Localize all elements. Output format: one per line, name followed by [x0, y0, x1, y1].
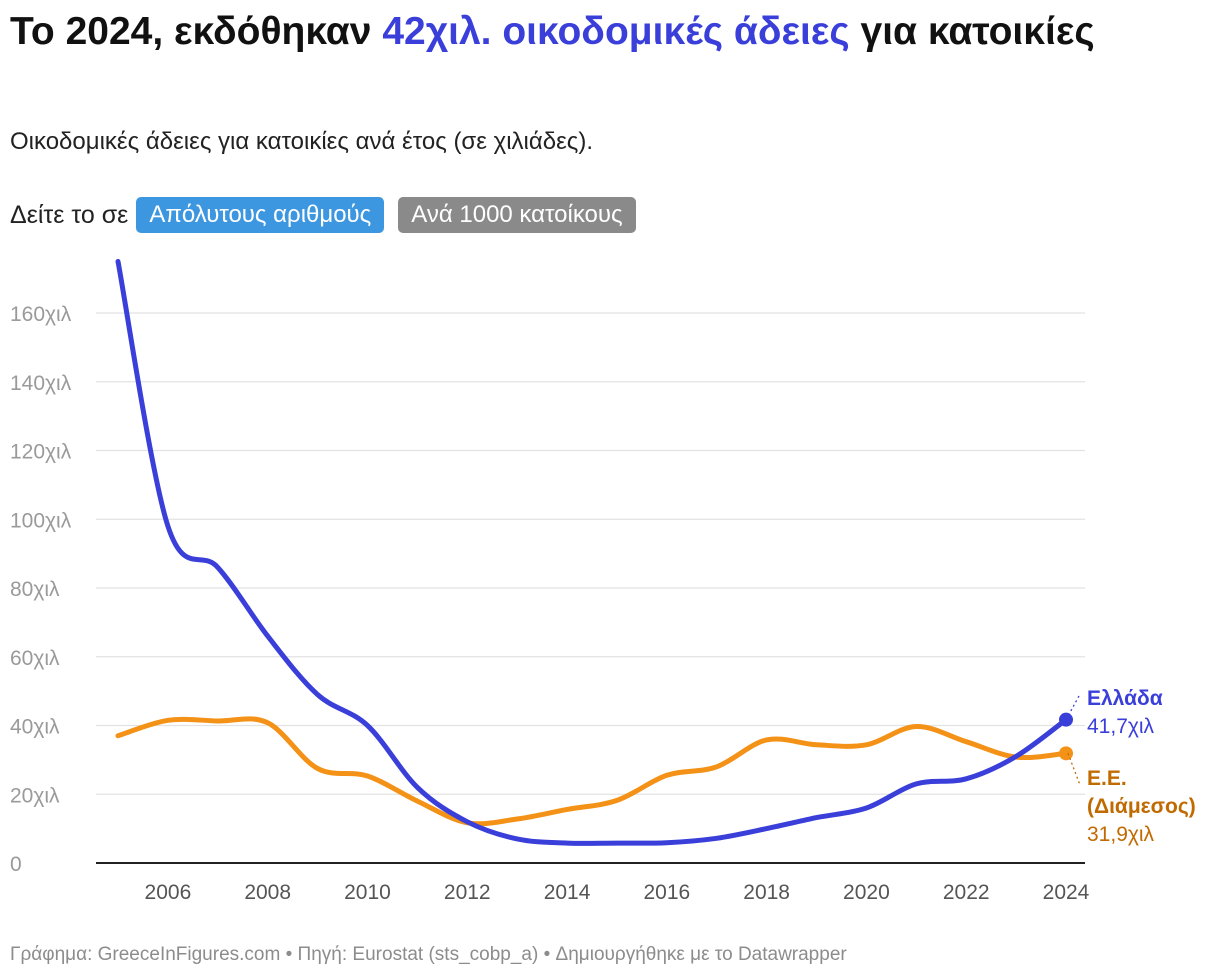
x-tick-label: 2014 [544, 881, 591, 904]
view-toggle: Δείτε το σε Απόλυτους αριθμούς Ανά 1000 … [10, 196, 650, 234]
y-tick-label: 120χιλ [10, 441, 72, 464]
x-tick-label: 2016 [643, 881, 690, 904]
gridlines [96, 312, 1085, 864]
y-tick-label: 140χιλ [10, 372, 72, 395]
end-point-eu-median [1059, 746, 1073, 761]
x-tick-label: 2006 [145, 881, 192, 904]
eu-label-name-line2: (Διάμεσος) [1087, 795, 1196, 818]
series-lines [115, 258, 1073, 846]
y-tick-label: 0 [10, 853, 22, 876]
end-labels: Ελλάδα 41,7χιλ Ε.Ε. (Διάμεσος) 31,9χιλ [1065, 687, 1196, 846]
x-tick-label: 2010 [344, 881, 391, 904]
absolute-numbers-button[interactable]: Απόλυτους αριθμούς [136, 197, 385, 233]
title-suffix: για κατοικίες [860, 10, 1095, 53]
y-tick-label: 60χιλ [10, 647, 60, 670]
series-line-eu-median [115, 716, 1069, 827]
greece-label-name: Ελλάδα [1087, 687, 1163, 710]
x-tick-label: 2022 [943, 881, 990, 904]
chart-footer: Γράφημα: GreeceInFigures.com • Πηγή: Eur… [10, 944, 847, 965]
eu-label-connector [1067, 753, 1081, 786]
y-axis-ticks: 0 20χιλ 40χιλ 60χιλ 80χιλ 100χιλ 120χιλ 140χιλ 1… [10, 303, 72, 876]
x-tick-label: 2008 [244, 881, 291, 904]
x-tick-label: 2012 [444, 881, 491, 904]
y-tick-label: 160χιλ [10, 303, 72, 326]
line-chart: 0 20χιλ 40χιλ 60χιλ 80χιλ 100χιλ 120χιλ 140χιλ 1… [10, 258, 1196, 904]
greece-label-value: 41,7χιλ [1087, 715, 1155, 738]
x-axis-ticks: 2006 2008 2010 2012 2014 2016 2018 2020 2022 2024 [145, 881, 1090, 904]
toggle-label: Δείτε το σε [10, 200, 129, 229]
x-tick-label: 2020 [843, 881, 890, 904]
title-prefix: Το 2024, εκδόθηκαν [10, 10, 372, 53]
x-tick-label: 2018 [743, 881, 790, 904]
title-highlight: 42χιλ. οικοδομικές άδειες [382, 10, 850, 53]
y-tick-label: 40χιλ [10, 716, 60, 739]
chart-subtitle: Οικοδομικές άδειες για κατοικίες ανά έτο… [10, 128, 594, 155]
eu-label-name-line1: Ε.Ε. [1087, 767, 1127, 790]
per-1000-residents-button[interactable]: Ανά 1000 κατοίκους [398, 197, 636, 233]
chart-title: Το 2024, εκδόθηκαν 42χιλ. οικοδομικές άδ… [10, 8, 1190, 55]
eu-label-value: 31,9χιλ [1087, 823, 1155, 846]
y-tick-label: 80χιλ [10, 578, 60, 601]
x-tick-label: 2024 [1043, 881, 1090, 904]
y-tick-label: 100χιλ [10, 509, 72, 532]
series-line-greece [115, 258, 1069, 846]
y-tick-label: 20χιλ [10, 784, 60, 807]
